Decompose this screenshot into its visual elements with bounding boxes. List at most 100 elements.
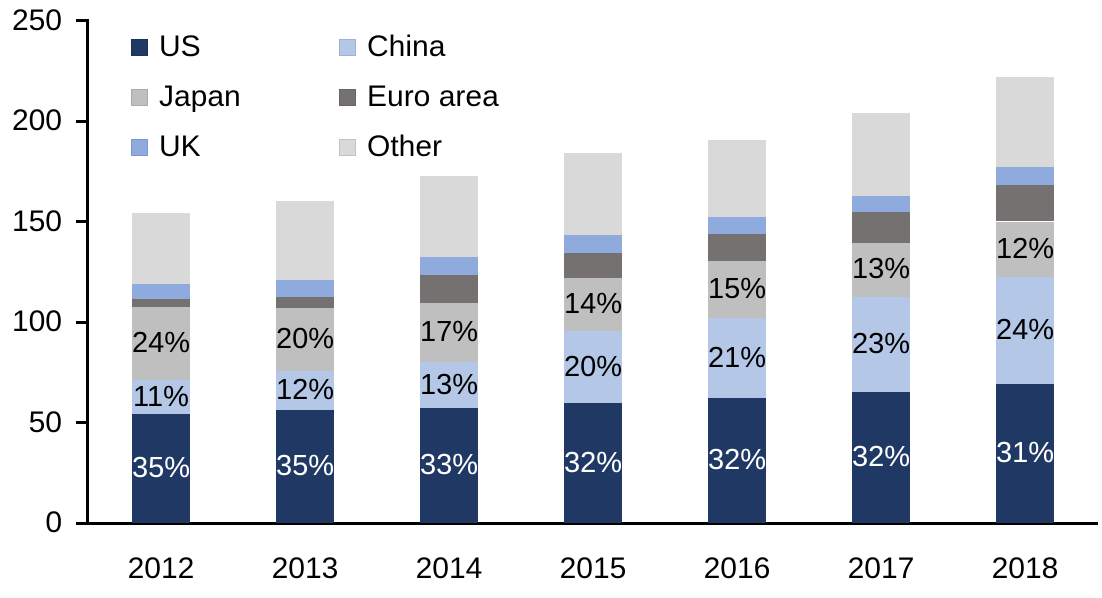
y-axis-tick-mark <box>76 220 87 223</box>
segment-percentage-label: 13% <box>419 368 479 401</box>
y-axis-tick-label: 150 <box>11 204 62 238</box>
bar-segment-us: 31% <box>996 384 1054 523</box>
segment-percentage-label: 14% <box>563 287 623 320</box>
legend-item-uk: UK <box>131 130 339 164</box>
bar-segment-china: 20% <box>563 331 623 404</box>
legend-item-japan: Japan <box>131 80 339 114</box>
y-axis-tick-label: 50 <box>28 405 62 439</box>
segment-percentage-label: 12% <box>995 232 1055 265</box>
bar-segment-japan: 17% <box>419 303 479 363</box>
bar-segment-uk <box>996 167 1054 186</box>
bar-segment-japan: 20% <box>275 307 335 372</box>
legend-swatch-icon <box>339 88 356 106</box>
bar-segment-uk <box>564 234 622 253</box>
segment-percentage-label: 32% <box>707 444 767 477</box>
bar-segment-other <box>420 175 478 258</box>
bar-segment-china: 11% <box>132 380 190 415</box>
legend-label: Euro area <box>367 80 499 113</box>
bar-segment-us: 35% <box>132 414 190 523</box>
bar-segment-uk <box>852 196 910 213</box>
segment-percentage-label: 35% <box>275 450 335 483</box>
bar-segment-other <box>276 201 334 281</box>
segment-percentage-label: 32% <box>851 441 911 474</box>
legend-item-china: China <box>339 30 619 64</box>
bar-segment-japan: 24% <box>132 306 190 381</box>
segment-percentage-label: 17% <box>419 316 479 349</box>
y-axis-tick-label: 0 <box>45 506 62 539</box>
segment-percentage-label: 13% <box>851 253 911 286</box>
x-axis-tick-label: 2013 <box>271 552 339 585</box>
x-axis-line <box>86 521 1098 525</box>
bar-segment-uk <box>708 217 766 234</box>
bar-segment-china: 13% <box>420 362 478 408</box>
bar-segment-uk <box>276 280 334 298</box>
bar-segment-china: 21% <box>707 317 767 399</box>
bar-segment-euro-area <box>564 252 622 278</box>
segment-percentage-label: 20% <box>275 323 335 356</box>
segment-percentage-label: 12% <box>275 374 335 407</box>
segment-percentage-label: 31% <box>995 437 1055 470</box>
legend: US China Japan Euro area UK Other <box>131 22 619 172</box>
bar-segment-other <box>564 153 622 235</box>
legend-label: Japan <box>159 80 241 113</box>
bar-segment-euro-area <box>708 233 766 261</box>
x-axis-tick-label: 2014 <box>415 552 483 585</box>
segment-percentage-label: 21% <box>707 341 767 374</box>
bar-segment-us: 35% <box>276 410 334 523</box>
bar-segment-other <box>132 213 190 284</box>
y-axis-tick-label: 200 <box>11 104 62 137</box>
bar-segment-china: 12% <box>275 371 335 411</box>
y-axis-tick-mark <box>76 421 87 424</box>
bar-segment-us: 33% <box>419 407 479 523</box>
x-axis-tick-label: 2016 <box>703 552 771 585</box>
x-axis-tick-label: 2017 <box>847 552 915 585</box>
legend-label: China <box>367 30 446 63</box>
legend-item-euro-area: Euro area <box>339 80 619 114</box>
legend-label: UK <box>159 130 201 163</box>
legend-swatch-icon <box>131 138 148 156</box>
legend-swatch-icon <box>131 88 148 106</box>
bar-segment-japan: 14% <box>563 277 623 332</box>
x-axis-tick-label: 2012 <box>127 552 195 585</box>
bar-segment-china: 24% <box>995 276 1055 385</box>
segment-percentage-label: 24% <box>995 314 1055 347</box>
bar-segment-euro-area <box>996 185 1054 222</box>
x-axis-tick-label: 2015 <box>559 552 627 585</box>
legend-label: Other <box>367 130 443 163</box>
bar-segment-uk <box>132 283 190 299</box>
y-axis-tick-mark <box>76 119 87 123</box>
segment-percentage-label: 20% <box>563 350 623 383</box>
y-axis-tick-mark <box>76 19 87 22</box>
legend-swatch-icon <box>339 38 356 56</box>
bar-segment-japan: 15% <box>707 260 767 318</box>
bar-segment-china: 23% <box>851 296 911 393</box>
legend-label: US <box>159 30 201 63</box>
y-axis-line <box>86 19 89 525</box>
y-axis-tick-label: 250 <box>11 3 62 37</box>
bar-segment-japan: 12% <box>995 221 1055 277</box>
bar-segment-uk <box>420 257 478 275</box>
legend-swatch-icon <box>339 138 356 156</box>
bar-segment-us: 32% <box>564 403 622 523</box>
bar-segment-euro-area <box>852 212 910 243</box>
bar-segment-us: 32% <box>708 398 766 523</box>
segment-percentage-label: 33% <box>419 448 479 481</box>
legend-swatch-icon <box>131 38 148 56</box>
y-axis-tick-mark <box>76 320 87 324</box>
bar-segment-japan: 13% <box>851 242 911 297</box>
bar-segment-other <box>996 76 1054 168</box>
bar-segment-euro-area <box>132 298 190 307</box>
bar-segment-euro-area <box>276 297 334 308</box>
bar-segment-us: 32% <box>852 392 910 523</box>
segment-percentage-label: 15% <box>707 272 767 305</box>
legend-item-other: Other <box>339 130 619 164</box>
segment-percentage-label: 32% <box>563 446 623 479</box>
segment-percentage-label: 35% <box>131 452 191 485</box>
y-axis-tick-label: 100 <box>11 305 62 338</box>
segment-percentage-label: 11% <box>133 380 189 413</box>
bar-segment-other <box>852 112 910 197</box>
x-axis-tick-label: 2018 <box>991 552 1059 585</box>
y-axis-tick-mark <box>76 521 87 525</box>
segment-percentage-label: 23% <box>851 328 911 361</box>
